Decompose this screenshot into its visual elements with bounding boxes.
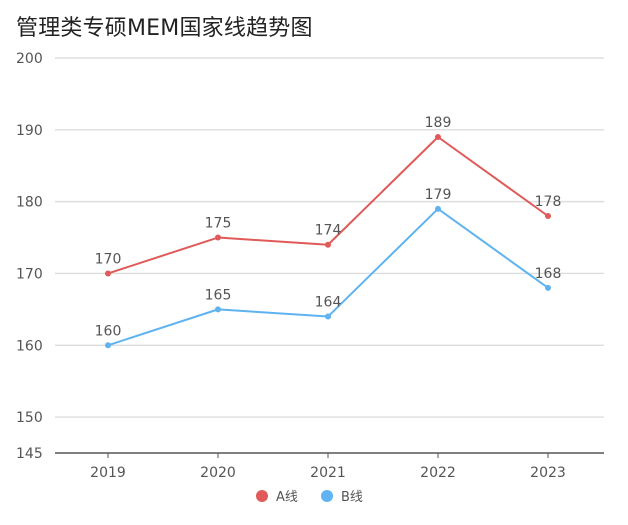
data-labels: 170 175 174 189 178 160 165 164 179 168 <box>95 115 562 339</box>
data-point[interactable] <box>215 234 221 241</box>
x-tick-label: 2019 <box>90 465 126 481</box>
data-point[interactable] <box>325 313 331 320</box>
data-label: 189 <box>425 115 452 131</box>
grid-lines <box>55 57 604 418</box>
x-tick-label: 2021 <box>310 465 346 481</box>
x-tick-label: 2022 <box>420 465 456 481</box>
data-label: 178 <box>535 194 562 210</box>
data-label: 164 <box>315 295 342 311</box>
data-point[interactable] <box>215 306 221 313</box>
chart-title: 管理类专硕MEM国家线趋势图 <box>16 16 313 41</box>
y-tick-label: 190 <box>16 123 43 139</box>
x-tick-label: 2020 <box>200 465 236 481</box>
data-point[interactable] <box>435 134 441 140</box>
y-tick-label: 160 <box>16 338 43 354</box>
data-label: 168 <box>535 266 562 282</box>
data-label: 170 <box>95 251 122 267</box>
legend[interactable]: A线 B线 <box>256 490 363 505</box>
y-tick-label: 170 <box>16 266 43 282</box>
legend-marker[interactable] <box>256 490 268 502</box>
x-tick-label: 2023 <box>530 465 566 481</box>
legend-label[interactable]: B线 <box>341 490 363 505</box>
data-label: 179 <box>425 187 452 203</box>
data-point[interactable] <box>105 270 111 277</box>
data-label: 175 <box>205 216 232 232</box>
y-tick-label: 145 <box>16 446 43 462</box>
data-label: 174 <box>315 223 342 239</box>
series-lines <box>105 134 551 349</box>
y-tick-label: 180 <box>16 195 43 211</box>
y-tick-label: 200 <box>16 51 43 67</box>
legend-label[interactable]: A线 <box>276 490 298 505</box>
data-point[interactable] <box>435 205 441 212</box>
data-point[interactable] <box>545 213 551 219</box>
series-line-0 <box>107 136 549 275</box>
legend-marker[interactable] <box>321 490 333 502</box>
data-label: 160 <box>95 323 122 339</box>
data-point[interactable] <box>545 284 551 291</box>
axes: 145 150 160 170 180 190 200 2019 2020 2021 2022 202… <box>16 51 604 481</box>
data-point[interactable] <box>105 342 111 349</box>
y-tick-label: 150 <box>16 410 43 426</box>
data-point[interactable] <box>325 241 331 248</box>
data-label: 165 <box>205 287 232 303</box>
